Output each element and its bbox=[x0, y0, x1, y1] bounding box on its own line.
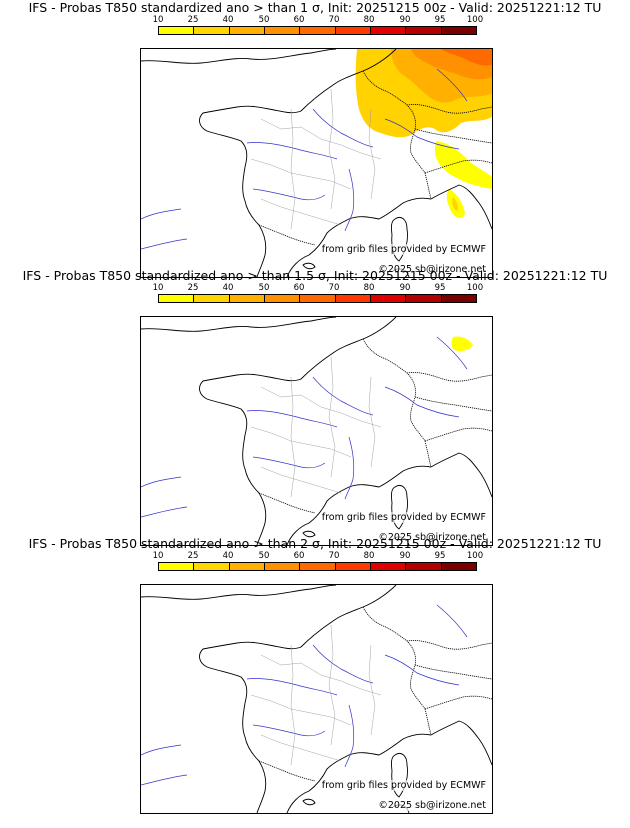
colorbar-tick-label: 100 bbox=[466, 283, 484, 293]
coastline bbox=[141, 585, 492, 813]
colorbar-swatch bbox=[300, 563, 336, 570]
colorbar-tick-label: 90 bbox=[399, 15, 411, 25]
france-map: from grib files provided by ECMWF ©2025 … bbox=[140, 48, 493, 278]
copyright-credit: ©2025 sb@irizone.net bbox=[378, 532, 486, 543]
colorbar-swatch bbox=[441, 295, 476, 302]
borders bbox=[258, 606, 492, 782]
borders bbox=[258, 70, 492, 246]
colorbar-labels: 10 25 40 50 60 70 80 90 95 100 bbox=[153, 551, 484, 561]
colorbar-swatch bbox=[335, 295, 371, 302]
colorbar-swatch bbox=[300, 295, 336, 302]
colorbar-swatch bbox=[406, 27, 442, 34]
colorbar-tick-label: 70 bbox=[328, 283, 340, 293]
france-map: from grib files provided by ECMWF ©2025 … bbox=[140, 316, 493, 546]
colorbar-tick-label: 80 bbox=[363, 15, 375, 25]
colorbar-tick-label: 50 bbox=[258, 15, 270, 25]
map-canvas bbox=[141, 585, 492, 813]
map-title: IFS - Probas T850 standardized ano > tha… bbox=[22, 268, 608, 283]
colorbar-swatch bbox=[406, 295, 442, 302]
probability-map-panel-1: IFS - Probas T850 standardized ano > tha… bbox=[0, 0, 630, 278]
colorbar-tick-label: 70 bbox=[328, 15, 340, 25]
rivers bbox=[141, 68, 468, 250]
map-canvas bbox=[141, 317, 492, 545]
map-canvas bbox=[141, 49, 492, 277]
colorbar-swatch bbox=[159, 295, 195, 302]
map-title: IFS - Probas T850 standardized ano > tha… bbox=[28, 0, 602, 15]
rivers bbox=[141, 604, 468, 786]
data-credit: from grib files provided by ECMWF bbox=[321, 512, 486, 523]
colorbar-swatch bbox=[264, 563, 301, 570]
colorbar-swatch bbox=[335, 563, 371, 570]
colorbar-tick-label: 25 bbox=[187, 551, 199, 561]
colorbar-tick-label: 60 bbox=[293, 15, 305, 25]
probability-shading bbox=[355, 49, 492, 219]
map-title: IFS - Probas T850 standardized ano > tha… bbox=[28, 536, 602, 551]
colorbar-swatch bbox=[300, 27, 336, 34]
probability-shading bbox=[451, 336, 473, 352]
colorbar-swatch bbox=[159, 27, 195, 34]
colorbar-swatch bbox=[406, 563, 442, 570]
colorbar-swatch bbox=[194, 563, 230, 570]
colorbar-swatch bbox=[335, 27, 371, 34]
colorbar-swatch bbox=[194, 295, 230, 302]
colorbar-tick-label: 70 bbox=[328, 551, 340, 561]
admin-boundaries bbox=[250, 356, 382, 498]
rivers bbox=[141, 336, 468, 518]
copyright-credit: ©2025 sb@irizone.net bbox=[378, 800, 486, 811]
colorbar-swatch bbox=[370, 27, 407, 34]
colorbar-tick-label: 95 bbox=[434, 15, 446, 25]
colorbar-tick-label: 40 bbox=[222, 283, 234, 293]
data-credit: from grib files provided by ECMWF bbox=[321, 780, 486, 791]
colorbar-swatch bbox=[370, 563, 407, 570]
colorbar-tick-label: 80 bbox=[363, 283, 375, 293]
data-credit: from grib files provided by ECMWF bbox=[321, 244, 486, 255]
colorbar-swatch bbox=[264, 295, 301, 302]
colorbar-tick-label: 50 bbox=[258, 551, 270, 561]
colorbar bbox=[158, 26, 477, 35]
colorbar-tick-label: 90 bbox=[399, 283, 411, 293]
colorbar-tick-label: 40 bbox=[222, 551, 234, 561]
colorbar-labels: 10 25 40 50 60 70 80 90 95 100 bbox=[153, 283, 484, 293]
coastline bbox=[141, 317, 492, 545]
colorbar-swatch bbox=[441, 27, 476, 34]
probability-map-panel-3: IFS - Probas T850 standardized ano > tha… bbox=[0, 536, 630, 814]
coastline bbox=[141, 49, 492, 277]
colorbar-swatch bbox=[159, 563, 195, 570]
colorbar-tick-label: 40 bbox=[222, 15, 234, 25]
colorbar-swatch bbox=[194, 27, 230, 34]
colorbar bbox=[158, 294, 477, 303]
colorbar-swatch bbox=[229, 563, 265, 570]
admin-boundaries bbox=[250, 88, 382, 230]
colorbar-tick-label: 90 bbox=[399, 551, 411, 561]
borders bbox=[258, 338, 492, 514]
colorbar bbox=[158, 562, 477, 571]
colorbar-tick-label: 80 bbox=[363, 551, 375, 561]
colorbar-tick-label: 60 bbox=[293, 283, 305, 293]
colorbar-swatch bbox=[264, 27, 301, 34]
copyright-credit: ©2025 sb@irizone.net bbox=[378, 264, 486, 275]
colorbar-tick-label: 95 bbox=[434, 283, 446, 293]
colorbar-swatch bbox=[229, 27, 265, 34]
colorbar-tick-label: 10 bbox=[152, 15, 164, 25]
france-map: from grib files provided by ECMWF ©2025 … bbox=[140, 584, 493, 814]
colorbar-tick-label: 100 bbox=[466, 15, 484, 25]
colorbar-swatch bbox=[229, 295, 265, 302]
colorbar-tick-label: 95 bbox=[434, 551, 446, 561]
colorbar-tick-label: 50 bbox=[258, 283, 270, 293]
colorbar-labels: 10 25 40 50 60 70 80 90 95 100 bbox=[153, 15, 484, 25]
colorbar-tick-label: 100 bbox=[466, 551, 484, 561]
colorbar-tick-label: 25 bbox=[187, 15, 199, 25]
colorbar-tick-label: 10 bbox=[152, 551, 164, 561]
colorbar-tick-label: 60 bbox=[293, 551, 305, 561]
probability-map-panel-2: IFS - Probas T850 standardized ano > tha… bbox=[0, 268, 630, 546]
colorbar-tick-label: 10 bbox=[152, 283, 164, 293]
colorbar-tick-label: 25 bbox=[187, 283, 199, 293]
admin-boundaries bbox=[250, 624, 382, 766]
colorbar-swatch bbox=[370, 295, 407, 302]
colorbar-swatch bbox=[441, 563, 476, 570]
